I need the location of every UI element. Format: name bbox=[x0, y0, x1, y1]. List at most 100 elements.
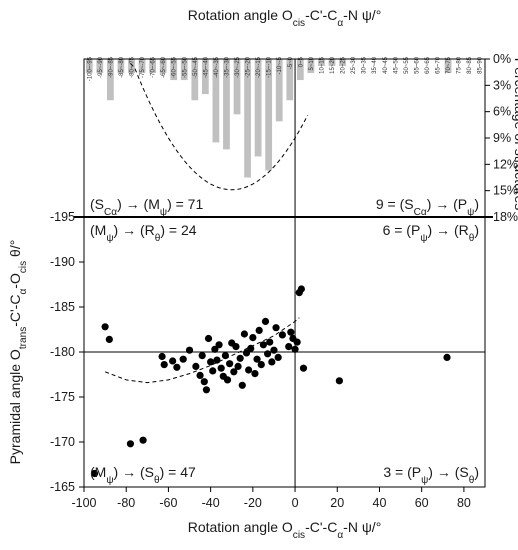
label-part: (M bbox=[90, 222, 106, 238]
y-tick-label: -165 bbox=[50, 480, 75, 494]
histogram-bar bbox=[223, 59, 230, 150]
data-point bbox=[198, 352, 206, 360]
label-part: α bbox=[337, 530, 343, 541]
x-tick-label: -40 bbox=[202, 496, 220, 510]
data-point bbox=[232, 343, 240, 351]
histogram-bar bbox=[170, 59, 178, 81]
histogram-bar bbox=[96, 59, 104, 74]
data-point bbox=[443, 353, 451, 361]
bin-label: 85~90 bbox=[478, 56, 484, 74]
label-part: ψ bbox=[106, 233, 113, 244]
x-tick-label: 0 bbox=[292, 496, 299, 510]
data-point bbox=[251, 370, 259, 378]
label-part: θ/° bbox=[7, 240, 23, 261]
histogram-frame bbox=[83, 58, 486, 218]
right-tick-label: 15% bbox=[493, 184, 518, 198]
data-point bbox=[242, 349, 251, 357]
y-tick-label: -180 bbox=[50, 345, 75, 359]
data-point bbox=[202, 386, 211, 394]
x-tick-label: -100 bbox=[71, 496, 96, 510]
histogram-bar bbox=[138, 59, 146, 74]
label-part: ) → (S bbox=[428, 464, 468, 480]
bin-label: -95~-90 bbox=[98, 56, 104, 78]
histogram-bar bbox=[275, 59, 283, 122]
histogram-fit-curve bbox=[130, 63, 309, 191]
bin-label: -90~-85 bbox=[108, 56, 114, 78]
label-part: -C'-C bbox=[305, 7, 337, 23]
label-part: ψ bbox=[467, 207, 474, 218]
histogram-bar bbox=[212, 59, 220, 143]
label-part: θ bbox=[469, 233, 475, 244]
x-tick-label: 20 bbox=[330, 496, 344, 510]
label-part: (M bbox=[90, 464, 106, 480]
data-point bbox=[101, 323, 109, 331]
data-point bbox=[217, 364, 225, 372]
label-part: ) bbox=[474, 222, 479, 238]
bin-label: -35~-30 bbox=[224, 56, 230, 78]
label-part: α bbox=[337, 18, 343, 29]
label-part: ) = 47 bbox=[160, 464, 196, 480]
bin-label: 25~30 bbox=[351, 56, 357, 74]
data-point bbox=[207, 358, 215, 366]
quadrant-label-bottom-left: (Mψ) → (Sθ) = 47 bbox=[90, 464, 196, 486]
histogram-bar bbox=[318, 59, 325, 67]
scatter-trend-curve bbox=[104, 317, 300, 384]
bin-label: 5~10 bbox=[309, 56, 315, 70]
data-point bbox=[126, 440, 135, 448]
label-part: ψ bbox=[160, 207, 167, 218]
y-tick-label: -175 bbox=[50, 390, 75, 404]
data-point bbox=[240, 330, 248, 338]
bin-label: 35~40 bbox=[372, 56, 378, 74]
label-part: ) → (R bbox=[428, 222, 469, 238]
histogram-bar bbox=[191, 59, 199, 101]
label-part: ) bbox=[474, 196, 479, 212]
bin-label: -75~-70 bbox=[140, 56, 146, 78]
data-point bbox=[264, 350, 272, 358]
data-point bbox=[249, 334, 257, 342]
label-part: -N ψ/° bbox=[343, 7, 381, 23]
right-tick-label: 18% bbox=[493, 210, 518, 224]
bin-label: 60~65 bbox=[425, 56, 431, 74]
label-part: ) bbox=[474, 464, 479, 480]
y-axis-title: Pyramidal angle Otrans-C'-Cα-Ocis θ/° bbox=[7, 240, 29, 465]
data-point bbox=[105, 335, 113, 343]
bin-label: 75~80 bbox=[457, 56, 463, 74]
data-point bbox=[221, 352, 230, 360]
data-point bbox=[139, 436, 147, 444]
bin-label: -85~-80 bbox=[119, 56, 125, 78]
data-point bbox=[160, 361, 168, 369]
bin-label: -45~-40 bbox=[203, 56, 209, 78]
label-part: ) → (S bbox=[114, 464, 154, 480]
x-tick-label: 60 bbox=[415, 496, 429, 510]
label-part: 9 = (S bbox=[376, 196, 414, 212]
bin-label: 40~45 bbox=[383, 56, 389, 74]
bin-label: -55~-50 bbox=[182, 56, 188, 78]
x-tick-label: -60 bbox=[159, 496, 177, 510]
data-point bbox=[255, 326, 263, 334]
y-tick-label: -170 bbox=[50, 435, 75, 449]
label-part: 3 = (P bbox=[383, 464, 421, 480]
data-point bbox=[226, 360, 234, 368]
data-point bbox=[285, 343, 293, 351]
bin-label: -40~-35 bbox=[214, 56, 220, 78]
bin-label: 0~5 bbox=[298, 56, 304, 67]
y-tick-label: -195 bbox=[50, 210, 75, 224]
histogram-bar bbox=[296, 59, 304, 81]
label-part: cis bbox=[293, 18, 305, 29]
bin-label: -15~-10 bbox=[267, 56, 273, 78]
histogram-bar bbox=[244, 59, 251, 178]
data-point bbox=[236, 354, 244, 362]
label-part: 6 = (P bbox=[383, 222, 421, 238]
data-point bbox=[179, 355, 187, 363]
data-point bbox=[297, 285, 305, 293]
label-part: ) → (P bbox=[427, 196, 467, 212]
bin-label: 30~35 bbox=[362, 56, 368, 74]
label-part: Rotation angle O bbox=[188, 519, 293, 535]
data-point bbox=[291, 345, 299, 353]
data-point bbox=[185, 346, 194, 354]
bin-label: -60~-55 bbox=[172, 56, 178, 78]
data-point bbox=[230, 368, 238, 376]
histogram-bar bbox=[307, 59, 315, 74]
bin-label: 10~15 bbox=[319, 56, 325, 74]
bin-label: -25~-20 bbox=[246, 56, 252, 78]
